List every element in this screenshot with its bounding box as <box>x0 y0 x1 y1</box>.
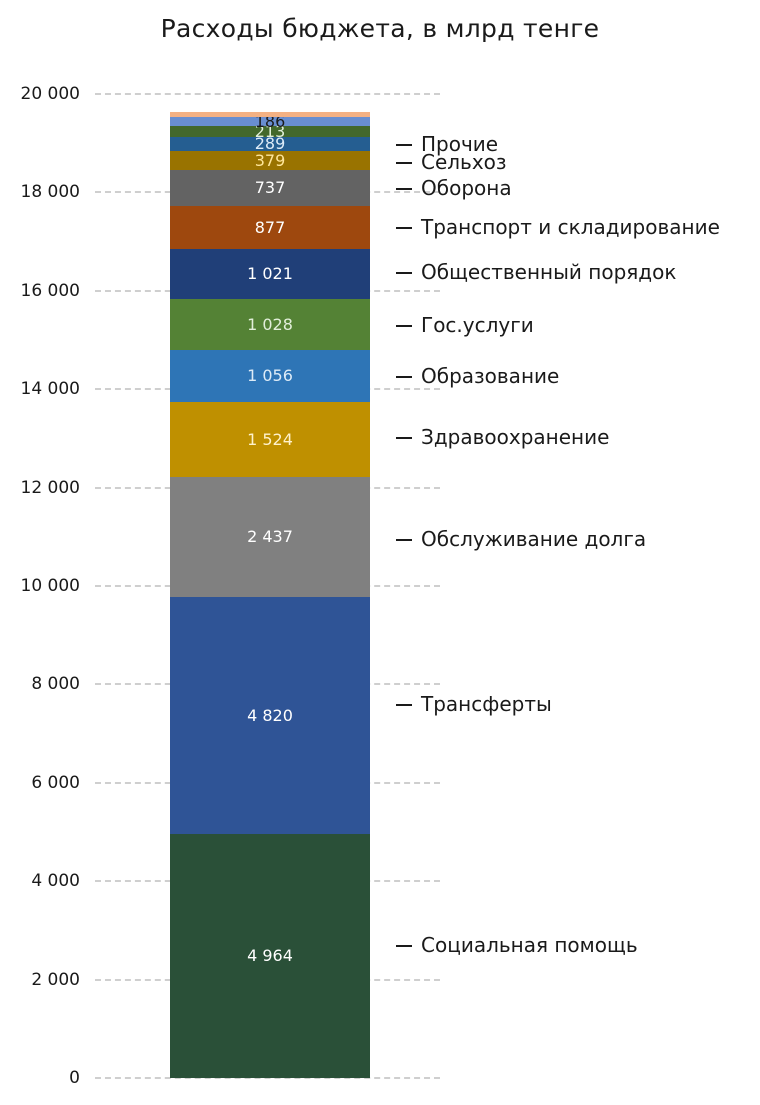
y-tick-label: 0 <box>69 1068 80 1088</box>
segment-agriculture: 379 <box>170 151 370 170</box>
legend-item-public-order: Общественный порядок <box>396 260 676 284</box>
segment-other-1: 289 <box>170 136 370 152</box>
legend-item-transfers: Трансферты <box>396 692 552 716</box>
y-tick-label: 2 000 <box>31 970 80 990</box>
y-tick-label: 18 000 <box>20 182 80 202</box>
segment-healthcare: 1 524 <box>170 402 370 477</box>
legend-dash-icon <box>396 436 412 439</box>
legend-item-healthcare: Здравоохранение <box>396 425 609 449</box>
y-tick-label: 8 000 <box>31 674 80 694</box>
legend-dash-icon <box>396 703 412 706</box>
legend-item-other: Прочие <box>396 132 498 156</box>
y-tick-label: 12 000 <box>20 478 80 498</box>
chart-title: Расходы бюджета, в млрд тенге <box>160 14 600 43</box>
y-tick-label: 20 000 <box>20 84 80 104</box>
segment-transfers: 4 820 <box>170 597 370 834</box>
segment-social-aid: 4 964 <box>170 834 370 1078</box>
segment-other-3: 186 <box>170 113 370 129</box>
y-tick-label: 4 000 <box>31 871 80 891</box>
y-tick-label: 16 000 <box>20 281 80 301</box>
legend-item-social-aid: Социальная помощь <box>396 933 638 957</box>
legend-item-public-services: Гос.услуги <box>396 313 534 337</box>
gridline <box>95 93 440 95</box>
legend-dash-icon <box>396 271 412 274</box>
legend-dash-icon <box>396 324 412 327</box>
legend-dash-icon <box>396 161 412 164</box>
segment-transport: 877 <box>170 206 370 249</box>
legend-dash-icon <box>396 187 412 190</box>
segment-other-2: 213 <box>170 123 370 139</box>
segment-debt-service: 2 437 <box>170 477 370 597</box>
legend-dash-icon <box>396 538 412 541</box>
segment-public-services: 1 028 <box>170 299 370 350</box>
legend-item-transport: Транспорт и складирование <box>396 215 720 239</box>
segment-public-order: 1 021 <box>170 249 370 299</box>
gridline <box>95 1077 440 1079</box>
segment-other-4 <box>170 112 370 117</box>
legend-dash-icon <box>396 226 412 229</box>
legend-dash-icon <box>396 143 412 146</box>
legend-dash-icon <box>396 944 412 947</box>
legend-item-agriculture: Сельхоз <box>396 150 507 174</box>
legend-item-education: Образование <box>396 364 559 388</box>
y-tick-label: 6 000 <box>31 773 80 793</box>
legend-dash-icon <box>396 375 412 378</box>
y-tick-label: 14 000 <box>20 379 80 399</box>
segment-defense: 737 <box>170 170 370 206</box>
y-tick-label: 10 000 <box>20 576 80 596</box>
segment-education: 1 056 <box>170 350 370 402</box>
legend-item-defense: Оборона <box>396 176 512 200</box>
stacked-bar: 4 964 4 820 2 437 1 524 1 056 1 028 1 02… <box>170 0 370 1105</box>
legend-item-debt-service: Обслуживание долга <box>396 527 646 551</box>
